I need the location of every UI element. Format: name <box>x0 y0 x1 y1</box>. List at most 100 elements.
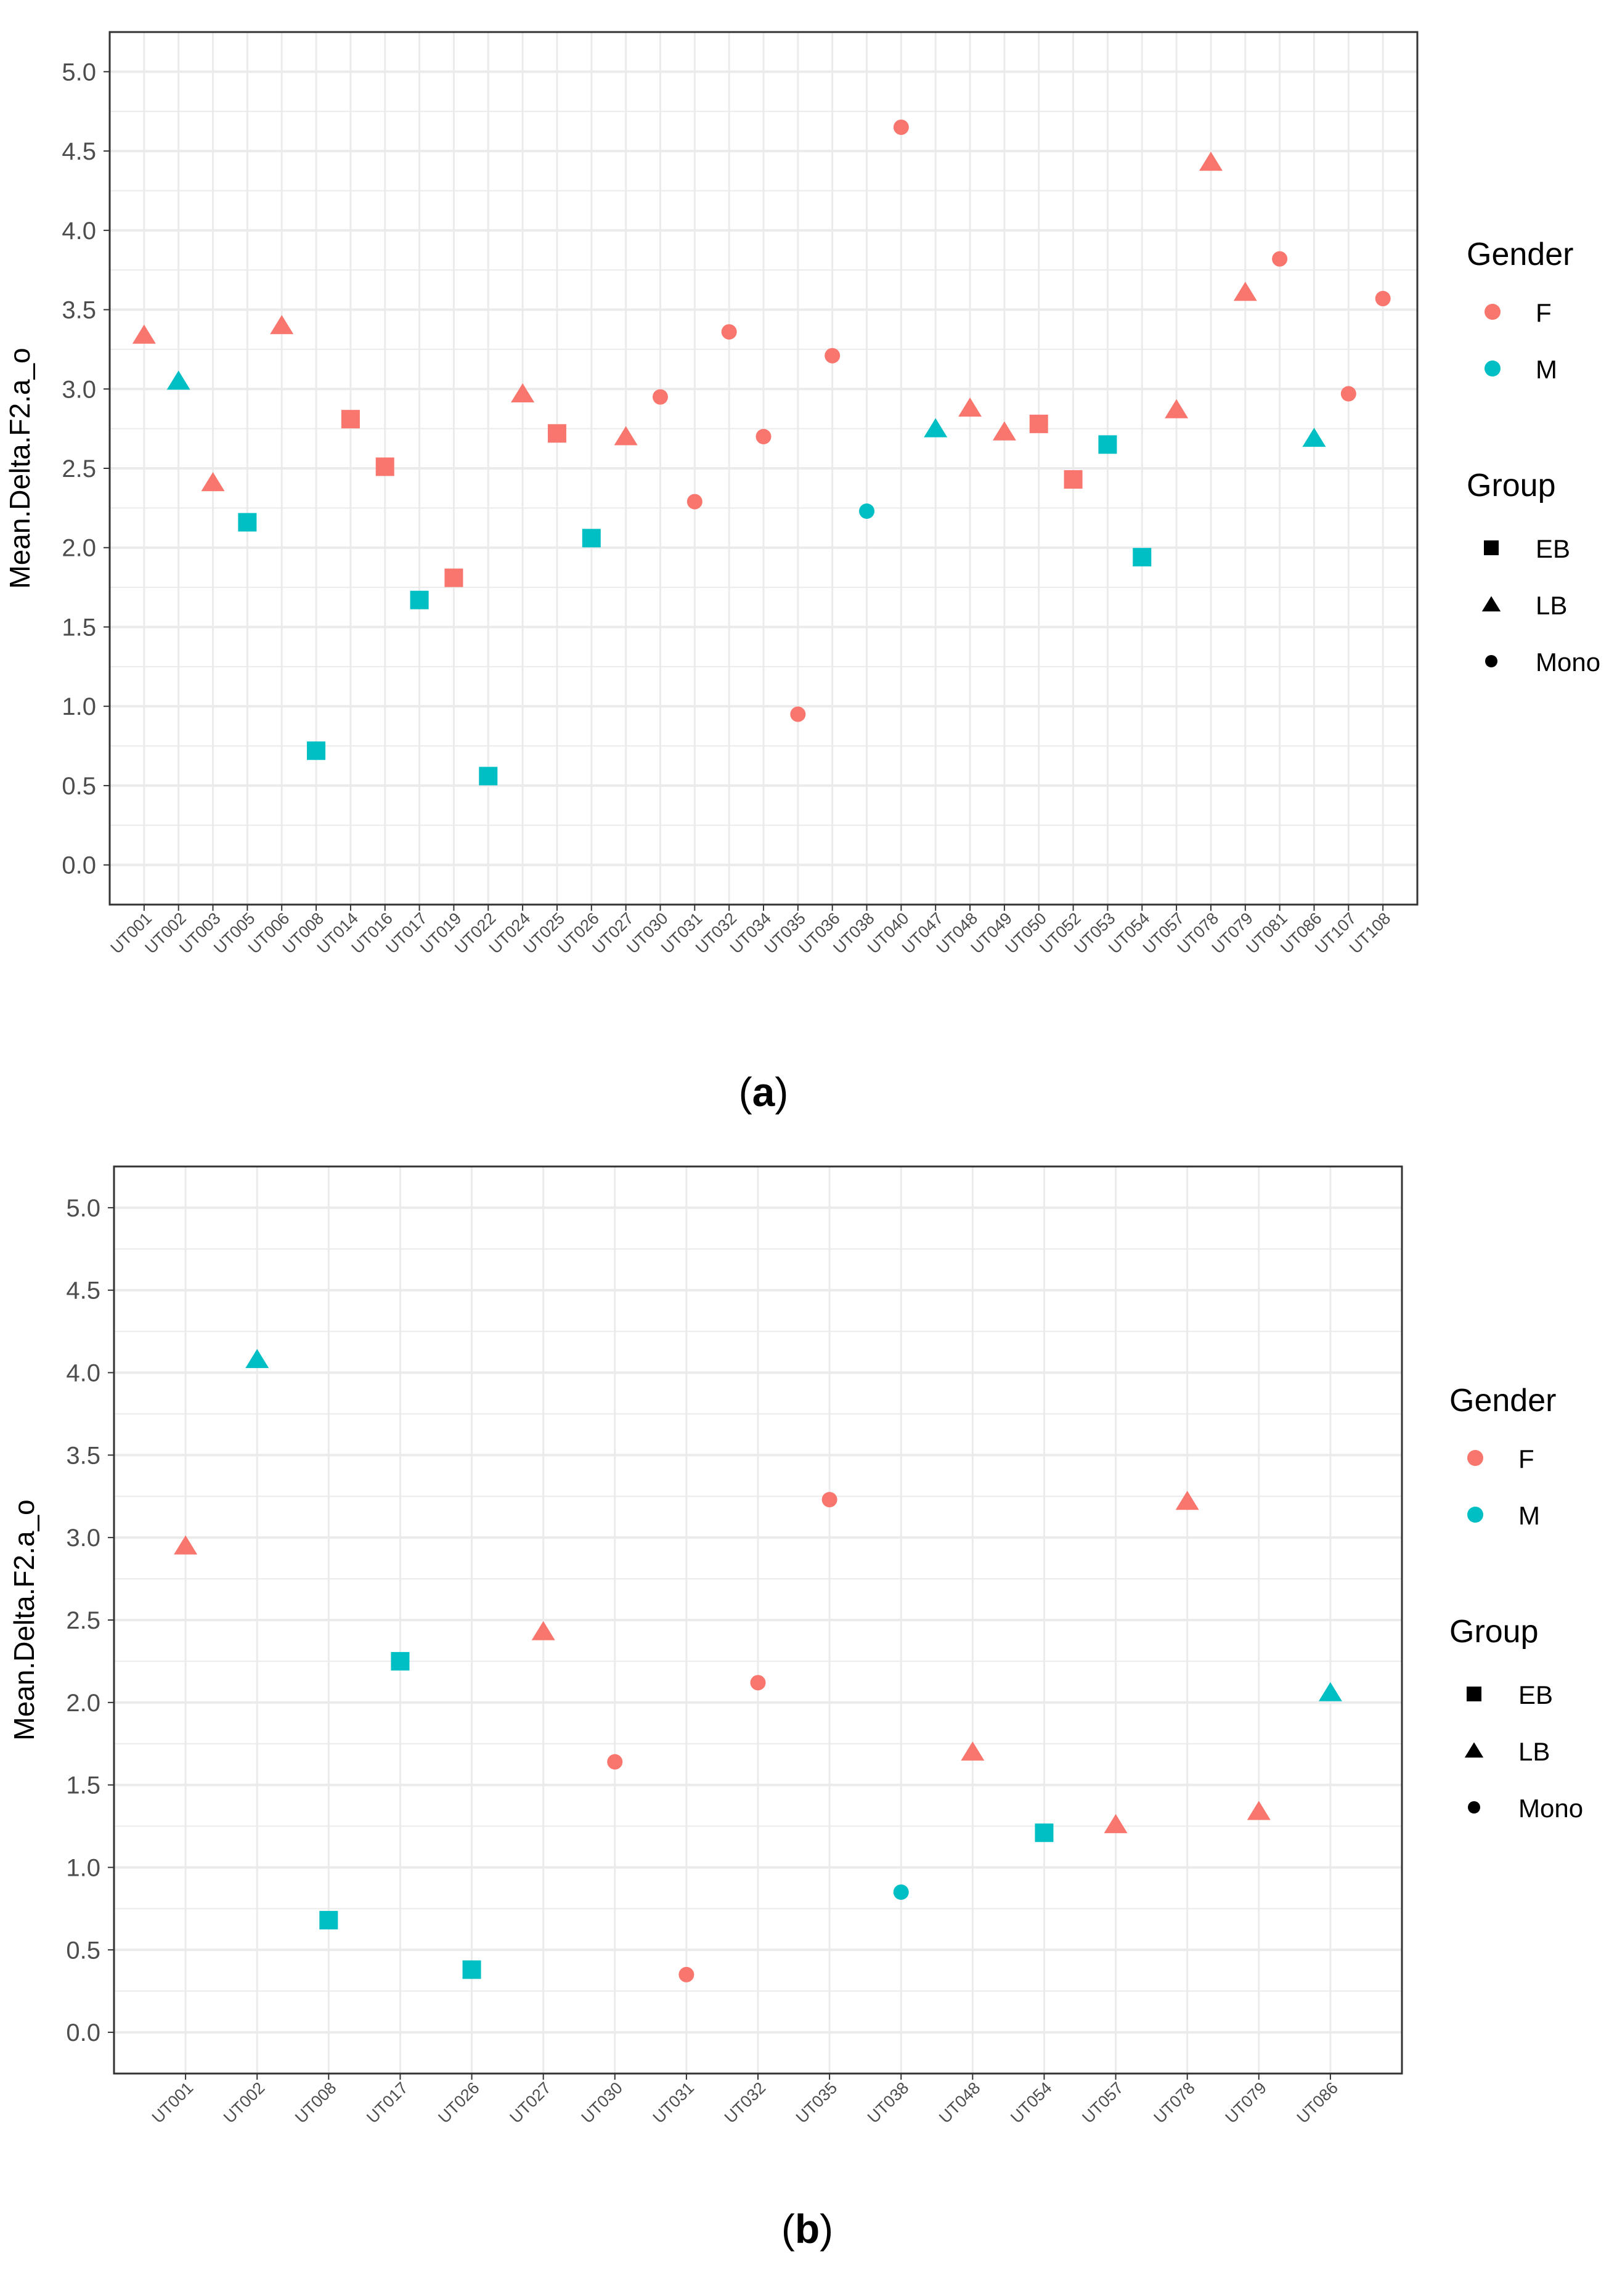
x-tick-label: UT035 <box>792 2078 841 2127</box>
x-tick-label: UT086 <box>1293 2078 1342 2127</box>
data-point <box>319 1911 338 1930</box>
x-tick-label: UT002 <box>220 2078 269 2127</box>
data-point <box>825 348 841 364</box>
data-point <box>958 397 982 417</box>
legend-key-eb <box>1484 540 1499 555</box>
y-tick-label: 4.0 <box>62 218 96 245</box>
legend-label: F <box>1518 1444 1534 1473</box>
x-tick-label: UT031 <box>650 2078 698 2127</box>
data-point <box>1318 1682 1342 1701</box>
legend-title-gender: Gender <box>1449 1383 1556 1419</box>
x-tick-label: UT038 <box>864 2078 913 2127</box>
y-tick-label: 2.5 <box>62 455 96 482</box>
data-point <box>678 1966 694 1982</box>
legend-label: LB <box>1518 1737 1550 1766</box>
data-point <box>307 741 326 760</box>
panel-a: 0.00.51.01.52.02.53.03.54.04.55.0UT001UT… <box>4 31 1600 1115</box>
data-point <box>1175 1491 1199 1510</box>
y-tick-label: 0.0 <box>62 852 96 879</box>
data-point <box>410 590 429 609</box>
data-point <box>821 1492 837 1508</box>
data-point <box>1098 435 1117 454</box>
data-point <box>1302 428 1326 447</box>
legend-label: M <box>1536 355 1557 384</box>
data-point <box>511 383 535 402</box>
panel-label: (a) <box>739 1069 789 1115</box>
y-tick-label: 1.5 <box>66 1772 100 1799</box>
y-tick-label: 0.0 <box>66 2019 100 2046</box>
y-tick-label: 2.5 <box>66 1607 100 1634</box>
legend-title-group: Group <box>1449 1614 1539 1650</box>
legend-label: EB <box>1518 1680 1553 1709</box>
x-tick-label: UT054 <box>1007 2078 1056 2127</box>
y-tick-label: 2.0 <box>62 535 96 562</box>
data-point <box>1165 399 1189 418</box>
x-tick-label: UT026 <box>434 2078 483 2127</box>
y-tick-label: 3.5 <box>66 1442 100 1469</box>
y-tick-label: 2.0 <box>66 1690 100 1717</box>
data-point <box>462 1960 481 1979</box>
plot-frame <box>108 31 1419 906</box>
y-tick-label: 4.5 <box>62 138 96 165</box>
legend-label: Mono <box>1518 1794 1583 1823</box>
y-axis-title: Mean.Delta.F2.a_o <box>4 348 36 588</box>
data-point <box>1247 1801 1271 1820</box>
legend-label: EB <box>1536 534 1570 563</box>
x-tick-label: UT008 <box>291 2078 340 2127</box>
legend-key-f <box>1467 1450 1483 1466</box>
data-point <box>893 119 909 135</box>
plot-frame <box>113 1165 1403 2075</box>
y-tick-label: 0.5 <box>62 773 96 800</box>
panel-b: 0.0 0.5 1.0 1.5 2.0 2.5 3.0 3.5 4.0 4.5 5.0 UT001 UT… <box>8 1165 1583 2252</box>
data-point <box>270 315 294 335</box>
data-point <box>750 1675 766 1691</box>
data-point <box>1375 291 1391 307</box>
data-point <box>174 1535 198 1555</box>
data-point <box>479 767 498 786</box>
data-point <box>166 370 190 390</box>
data-point <box>961 1741 985 1761</box>
data-point <box>444 568 463 587</box>
x-tick-label: UT057 <box>1078 2078 1127 2127</box>
data-point <box>1064 470 1083 489</box>
data-point <box>756 429 772 445</box>
y-tick-label: 3.0 <box>66 1525 100 1552</box>
data-point <box>924 418 948 438</box>
y-tick-label: 0.5 <box>66 1937 100 1964</box>
data-point <box>245 1349 269 1369</box>
legend-label: LB <box>1536 591 1567 620</box>
legend-label: M <box>1518 1501 1540 1530</box>
y-tick-label: 1.0 <box>66 1854 100 1881</box>
data-point <box>582 529 601 548</box>
data-point <box>607 1754 623 1770</box>
legend-key-lb <box>1481 596 1501 612</box>
data-point <box>238 513 257 532</box>
data-point <box>531 1621 555 1640</box>
data-point <box>1199 152 1223 171</box>
data-point <box>391 1651 410 1671</box>
y-tick-label: 1.0 <box>62 693 96 720</box>
legend-key-lb <box>1464 1742 1484 1758</box>
data-point <box>859 503 875 519</box>
data-point <box>1029 414 1048 433</box>
x-tick-label: UT048 <box>935 2078 984 2127</box>
data-point <box>375 457 394 476</box>
x-tick-label: UT001 <box>149 2078 197 2127</box>
legend-key-mono <box>1468 1801 1480 1814</box>
x-tick-label: UT079 <box>1221 2078 1270 2127</box>
legend: Gender FM Group EB LB Mono <box>1467 237 1600 677</box>
data-point <box>341 410 360 429</box>
data-point <box>1233 282 1257 301</box>
data-point <box>686 494 703 510</box>
legend-key-m <box>1485 360 1501 377</box>
x-tick-label: UT017 <box>363 2078 412 2127</box>
data-point <box>652 389 668 405</box>
data-point <box>201 472 225 492</box>
x-tick-label: UT030 <box>577 2078 626 2127</box>
data-point <box>992 421 1016 441</box>
legend-key-m <box>1467 1507 1483 1523</box>
panel-label: (b) <box>781 2206 833 2252</box>
data-point <box>547 424 566 443</box>
y-tick-label: 5.0 <box>62 59 96 86</box>
